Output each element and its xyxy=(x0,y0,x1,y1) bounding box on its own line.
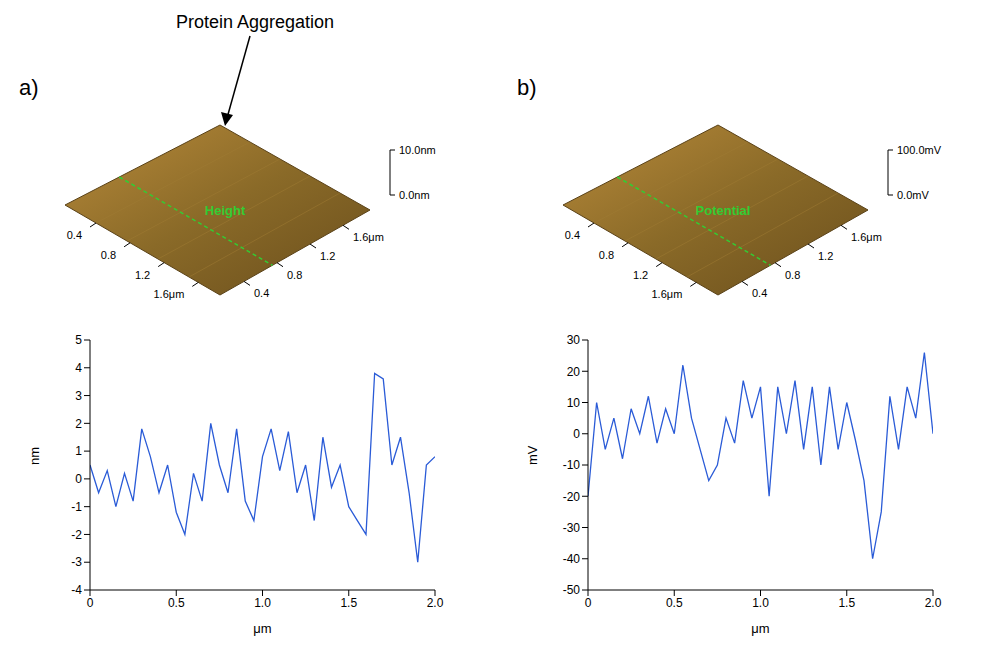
svg-text:0.5: 0.5 xyxy=(666,596,683,610)
svg-text:3: 3 xyxy=(75,389,82,403)
svg-text:Protein Aggregation: Protein Aggregation xyxy=(176,12,334,32)
svg-text:20: 20 xyxy=(567,365,581,379)
svg-text:1.0: 1.0 xyxy=(752,596,769,610)
svg-text:1.5: 1.5 xyxy=(340,596,357,610)
svg-text:0: 0 xyxy=(75,472,82,486)
svg-text:0.8: 0.8 xyxy=(287,269,302,281)
svg-text:0.8: 0.8 xyxy=(101,249,116,261)
svg-text:mV: mV xyxy=(525,445,540,465)
svg-text:1: 1 xyxy=(75,444,82,458)
svg-text:-30: -30 xyxy=(563,521,581,535)
svg-text:0.4: 0.4 xyxy=(67,229,82,241)
svg-text:-40: -40 xyxy=(563,552,581,566)
svg-text:0.0nm: 0.0nm xyxy=(399,189,430,201)
svg-text:0: 0 xyxy=(585,596,592,610)
svg-text:0.5: 0.5 xyxy=(168,596,185,610)
svg-text:Height: Height xyxy=(205,203,246,218)
svg-text:1.2: 1.2 xyxy=(633,269,648,281)
svg-text:10.0nm: 10.0nm xyxy=(399,144,436,156)
svg-text:-4: -4 xyxy=(71,583,82,597)
svg-text:-1: -1 xyxy=(71,500,82,514)
svg-text:1.6μm: 1.6μm xyxy=(154,288,185,300)
svg-text:100.0mV: 100.0mV xyxy=(897,144,942,156)
svg-text:1.6μm: 1.6μm xyxy=(652,288,683,300)
svg-text:-3: -3 xyxy=(71,555,82,569)
svg-text:1.5: 1.5 xyxy=(838,596,855,610)
svg-text:10: 10 xyxy=(567,396,581,410)
svg-text:5: 5 xyxy=(75,333,82,347)
svg-text:1.2: 1.2 xyxy=(320,250,335,262)
svg-text:2: 2 xyxy=(75,417,82,431)
svg-text:0.8: 0.8 xyxy=(785,269,800,281)
svg-text:Potential: Potential xyxy=(696,203,751,218)
svg-text:a): a) xyxy=(19,75,39,100)
svg-text:μm: μm xyxy=(253,621,271,636)
svg-text:-20: -20 xyxy=(563,490,581,504)
svg-text:0.0mV: 0.0mV xyxy=(897,189,929,201)
svg-text:2.0: 2.0 xyxy=(427,596,444,610)
svg-text:0: 0 xyxy=(87,596,94,610)
svg-text:4: 4 xyxy=(75,361,82,375)
svg-text:30: 30 xyxy=(567,333,581,347)
svg-text:0.4: 0.4 xyxy=(752,287,767,299)
svg-text:1.2: 1.2 xyxy=(818,250,833,262)
svg-text:1.6μm: 1.6μm xyxy=(851,231,882,243)
svg-text:0.4: 0.4 xyxy=(254,287,269,299)
svg-text:2.0: 2.0 xyxy=(925,596,942,610)
svg-text:0.4: 0.4 xyxy=(565,229,580,241)
svg-text:0: 0 xyxy=(573,427,580,441)
svg-text:b): b) xyxy=(517,75,537,100)
svg-text:1.6μm: 1.6μm xyxy=(353,231,384,243)
svg-text:μm: μm xyxy=(751,621,769,636)
svg-text:-10: -10 xyxy=(563,458,581,472)
svg-text:0.8: 0.8 xyxy=(599,249,614,261)
svg-text:nm: nm xyxy=(27,447,42,465)
svg-text:-50: -50 xyxy=(563,583,581,597)
svg-text:1.0: 1.0 xyxy=(254,596,271,610)
svg-text:-2: -2 xyxy=(71,528,82,542)
svg-text:1.2: 1.2 xyxy=(135,269,150,281)
